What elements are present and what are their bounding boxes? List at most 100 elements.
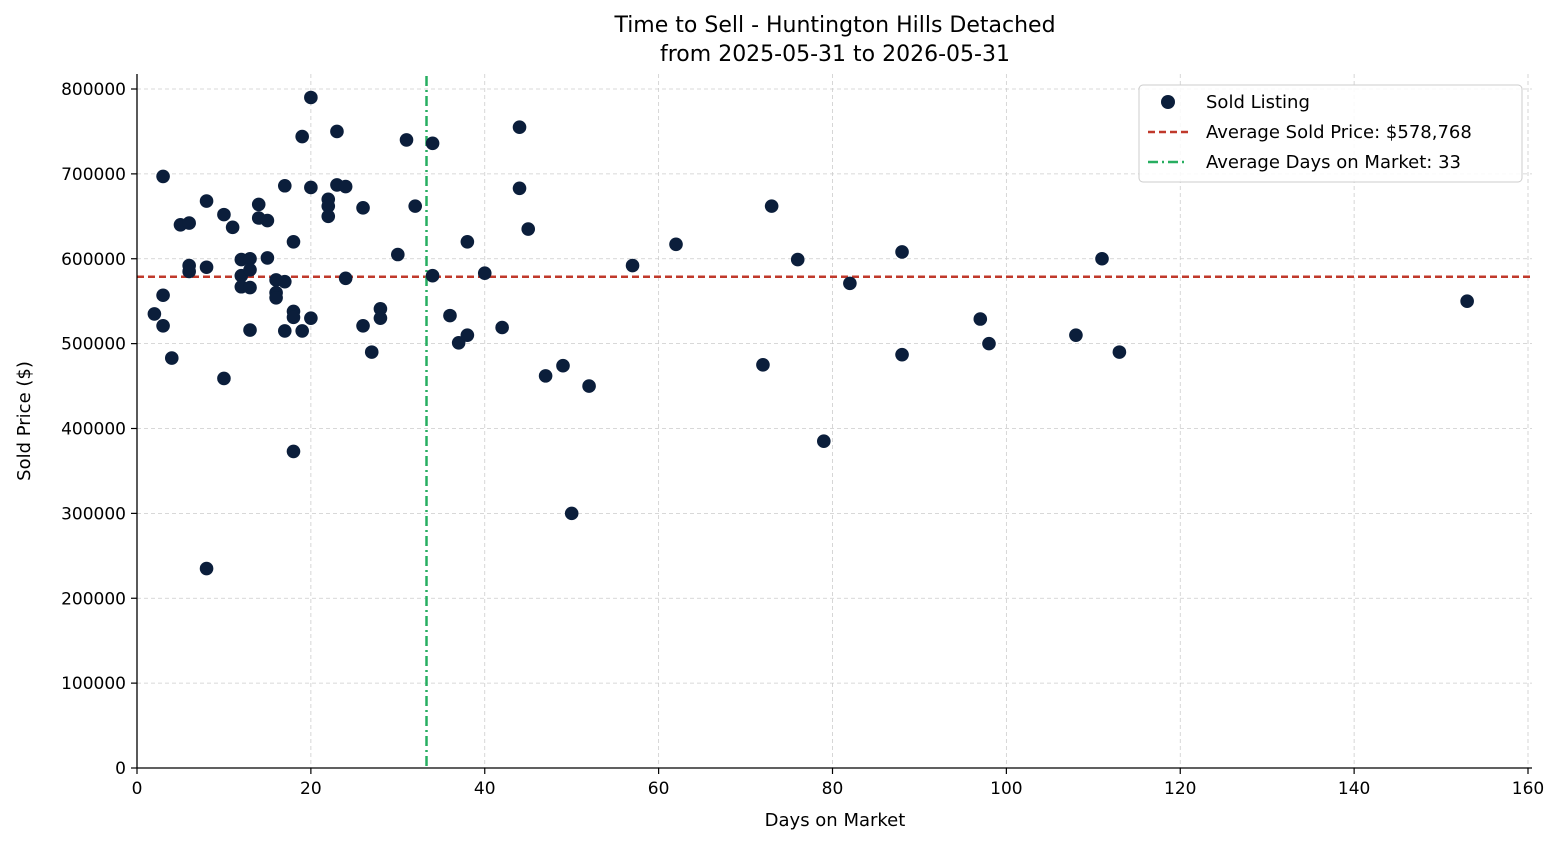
sold-listing-point — [304, 90, 318, 105]
sold-listing-point — [895, 347, 909, 362]
sold-listing-point — [277, 274, 292, 289]
sold-listing-point — [408, 199, 423, 213]
x-tick-label: 140 — [1338, 779, 1370, 799]
sold-listing-point — [243, 323, 257, 337]
sold-listing-point — [295, 324, 309, 338]
sold-listing-point — [512, 120, 527, 134]
sold-listing-point — [477, 266, 492, 280]
sold-listing-point — [625, 258, 640, 273]
y-tick-label: 400000 — [61, 420, 126, 440]
sold-listing-point — [304, 311, 318, 325]
x-tick-label: 120 — [1164, 779, 1196, 799]
sold-listing-point — [1112, 345, 1127, 359]
sold-listing-point — [764, 199, 779, 213]
sold-listing-point — [286, 310, 301, 325]
legend-label-sold-listing: Sold Listing — [1206, 92, 1310, 113]
sold-listing-point — [156, 319, 170, 333]
x-tick-label: 160 — [1512, 779, 1544, 799]
y-tick-label: 300000 — [61, 504, 126, 524]
sold-listing-point — [1460, 294, 1474, 308]
sold-listing-point — [217, 207, 231, 222]
sold-listing-point — [321, 209, 336, 224]
sold-listing-point — [330, 124, 344, 139]
legend: Sold Listing Average Sold Price: $578,76… — [1138, 84, 1523, 183]
sold-listing-point — [1069, 328, 1083, 342]
sold-listing-point — [286, 444, 301, 459]
chart-title: Time to Sell - Huntington Hills Detached — [613, 13, 1055, 38]
sold-listing-point — [321, 199, 336, 213]
sold-listing-point — [521, 222, 536, 236]
sold-listing-point — [243, 262, 257, 277]
x-axis-label: Days on Market — [765, 810, 906, 831]
sold-listing-point — [425, 268, 440, 283]
sold-listing-point — [199, 194, 214, 208]
x-tick-label: 40 — [474, 779, 496, 799]
legend-marker-sold-listing — [1161, 95, 1175, 109]
x-tick-label: 20 — [300, 779, 322, 799]
sold-listing-point — [973, 312, 988, 326]
legend-box — [1138, 84, 1523, 183]
legend-label-average-price: Average Sold Price: $578,768 — [1206, 122, 1472, 143]
sold-listing-point — [156, 288, 170, 303]
axis-ticks: 0 20 40 60 80 100 120 140 160 0 100000 200000 300000… — [61, 80, 1544, 799]
sold-listing-point — [243, 251, 257, 266]
x-tick-label: 0 — [132, 779, 143, 799]
sold-listing-point — [182, 216, 196, 230]
sold-listing-point — [304, 180, 318, 195]
sold-listing-point — [225, 220, 240, 235]
sold-listing-point — [538, 369, 553, 383]
sold-listing-point — [391, 247, 405, 262]
sold-listing-point — [582, 379, 596, 393]
sold-listing-point — [512, 181, 527, 196]
y-tick-label: 800000 — [61, 80, 126, 100]
reference-lines — [137, 76, 1532, 768]
sold-listing-point — [1095, 251, 1109, 266]
sold-listing-point — [982, 336, 996, 351]
sold-listing-point — [443, 308, 457, 323]
sold-listing-point — [495, 320, 509, 335]
sold-listing-point — [790, 252, 805, 267]
sold-listing-point — [556, 358, 570, 373]
sold-listing-point — [147, 307, 162, 321]
sold-listing-point — [277, 178, 292, 193]
sold-listing-point — [251, 197, 266, 212]
sold-listing-point — [356, 201, 370, 215]
y-tick-label: 200000 — [61, 589, 126, 609]
sold-listing-point — [286, 234, 301, 249]
sold-listing-point — [669, 237, 683, 252]
x-tick-label: 80 — [822, 779, 844, 799]
sold-listing-point — [425, 136, 440, 151]
y-axis-label: Sold Price ($) — [14, 361, 35, 481]
sold-listing-point — [269, 290, 283, 305]
x-tick-label: 100 — [990, 779, 1022, 799]
sold-listing-point — [460, 234, 475, 249]
x-tick-label: 60 — [648, 779, 670, 799]
y-tick-label: 100000 — [61, 674, 126, 694]
chart-subtitle: from 2025-05-31 to 2026-05-31 — [660, 42, 1010, 67]
sold-listing-point — [356, 319, 370, 333]
sold-listing-point — [338, 271, 353, 286]
sold-listing-point — [156, 169, 170, 184]
sold-listing-point — [364, 345, 379, 359]
sold-listing-point — [295, 129, 309, 144]
sold-listing-point — [843, 276, 857, 291]
legend-label-average-days: Average Days on Market: 33 — [1206, 152, 1461, 173]
y-tick-label: 600000 — [61, 250, 126, 270]
sold-listing-point — [373, 311, 388, 325]
sold-listing-point — [260, 251, 275, 265]
sold-listing-point — [817, 434, 831, 449]
sold-listing-point — [164, 351, 179, 365]
sold-listing-point — [243, 280, 257, 295]
sold-listing-point — [182, 264, 196, 279]
sold-listing-point — [460, 328, 475, 342]
y-tick-label: 500000 — [61, 335, 126, 355]
y-tick-label: 0 — [115, 759, 126, 779]
sold-listing-point — [895, 245, 909, 259]
sold-listing-point — [399, 133, 414, 147]
data-points — [147, 90, 1474, 576]
y-tick-label: 700000 — [61, 165, 126, 185]
sold-listing-point — [277, 324, 292, 338]
sold-listing-point — [217, 371, 231, 386]
sold-listing-point — [260, 213, 275, 228]
